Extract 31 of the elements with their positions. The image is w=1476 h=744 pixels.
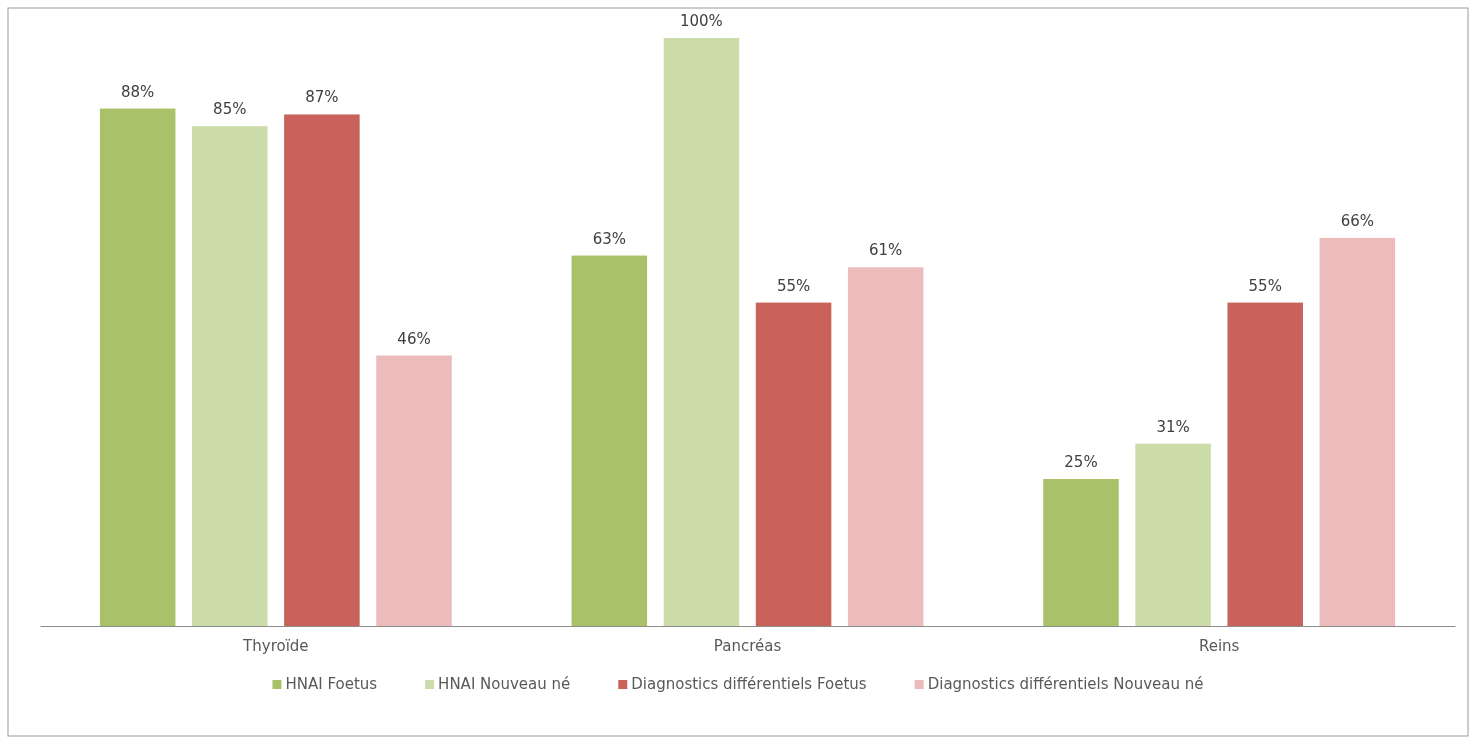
bar <box>571 255 648 626</box>
bar <box>1319 237 1396 626</box>
bar <box>376 355 452 626</box>
bar <box>284 114 360 626</box>
x-tick-label: Pancréas <box>713 637 782 655</box>
bar <box>1227 302 1303 626</box>
legend-label: HNAI Nouveau né <box>438 675 571 693</box>
bar <box>192 126 268 626</box>
data-label: 66% <box>1340 211 1375 230</box>
bar <box>847 267 924 626</box>
bar <box>99 108 176 626</box>
data-label: 100% <box>679 12 723 30</box>
data-label: 55% <box>776 276 811 295</box>
x-tick-label: Reins <box>1198 637 1240 655</box>
data-label: 88% <box>120 82 155 101</box>
bar <box>1135 443 1211 626</box>
data-label: 55% <box>1248 276 1282 295</box>
bar <box>755 302 832 626</box>
bar <box>663 38 740 626</box>
data-label: 31% <box>1156 417 1190 436</box>
data-label: 85% <box>213 100 247 119</box>
data-label: 61% <box>869 241 903 260</box>
legend-label: Diagnostics différentiels Nouveau né <box>927 675 1204 693</box>
legend-label: Diagnostics différentiels Foetus <box>631 675 867 693</box>
data-label: 63% <box>592 229 626 248</box>
data-label: 46% <box>397 329 431 348</box>
data-label: 25% <box>1064 453 1098 471</box>
legend-label: HNAI Foetus <box>285 675 378 693</box>
bar <box>1043 479 1119 626</box>
x-tick-label: Thyroïde <box>242 637 309 655</box>
data-label: 87% <box>305 88 339 107</box>
